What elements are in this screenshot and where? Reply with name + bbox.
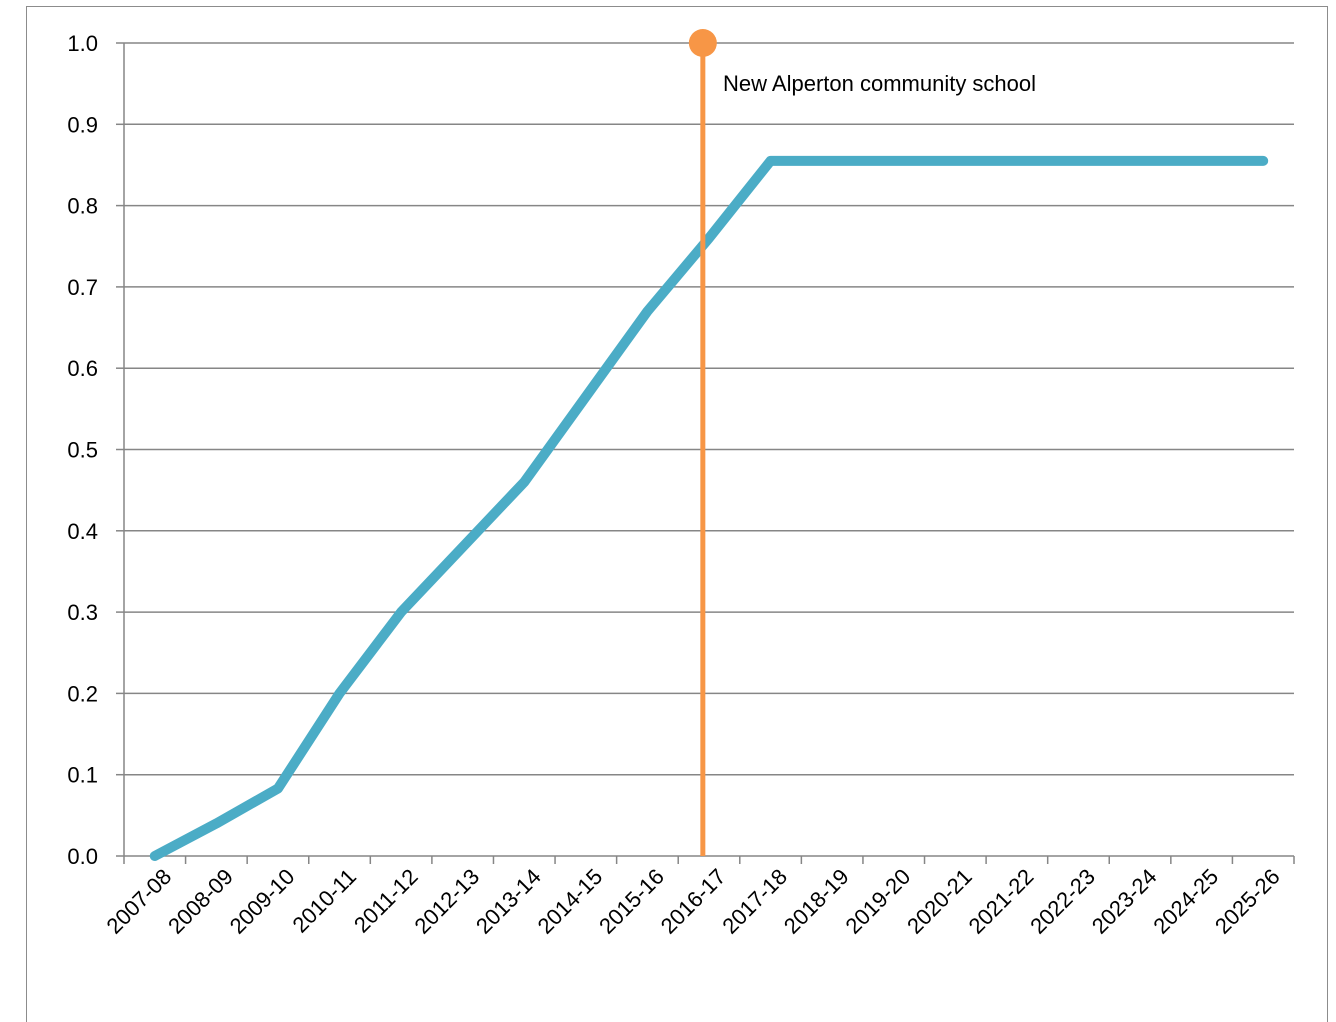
x-tick-label: 2008-09 [163,864,238,939]
x-tick-label: 2009-10 [225,864,300,939]
x-tick-label: 2016-17 [656,864,731,939]
x-tick-label: 2011-12 [349,864,423,938]
x-tick-label: 2025-26 [1210,864,1285,939]
x-tick-label: 2018-19 [779,864,854,939]
y-tick-label: 0.4 [67,519,98,544]
x-tick-label: 2017-18 [717,864,792,939]
y-tick-label: 0.7 [67,275,98,300]
annotation-marker-dot [688,29,717,57]
y-tick-label: 0.8 [67,194,98,219]
x-tick-label: 2012-13 [409,864,484,939]
y-tick-label: 0.9 [67,112,98,137]
y-tick-label: 0.1 [67,763,98,788]
x-tick-label: 2021-22 [964,864,1039,939]
y-tick-label: 0.0 [67,844,98,869]
axes [123,43,1295,864]
x-tick-label: 2023-24 [1087,864,1162,939]
x-tick-labels: 2007-082008-092009-102010-112011-122012-… [102,864,1285,939]
x-tick-label: 2007-08 [102,864,177,939]
series-lines [149,155,1269,861]
series-line [149,155,1269,861]
x-tick-label: 2019-20 [840,864,915,939]
x-tick-label: 2010-11 [287,864,361,938]
y-tick-label: 1.0 [67,31,98,56]
y-tick-label: 0.3 [67,600,98,625]
y-tick-label: 0.2 [67,681,98,706]
x-tick-label: 2024-25 [1148,864,1223,939]
annotation: New Alperton community school [688,29,1036,856]
x-tick-label: 2020-21 [902,864,977,939]
annotation-label: New Alperton community school [723,71,1036,96]
chart-frame [26,6,1328,1022]
x-tick-label: 2022-23 [1025,864,1100,939]
x-tick-label: 2014-15 [533,864,608,939]
y-tick-labels: 0.0 0.1 0.2 0.3 0.4 0.5 0.6 0.7 0.8 0.9 1.0 [67,31,98,869]
y-tick-label: 0.5 [67,438,98,463]
gridlines [116,42,1294,857]
y-tick-label: 0.6 [67,356,98,381]
x-tick-label: 2013-14 [471,864,546,939]
x-tick-label: 2015-16 [594,864,669,939]
